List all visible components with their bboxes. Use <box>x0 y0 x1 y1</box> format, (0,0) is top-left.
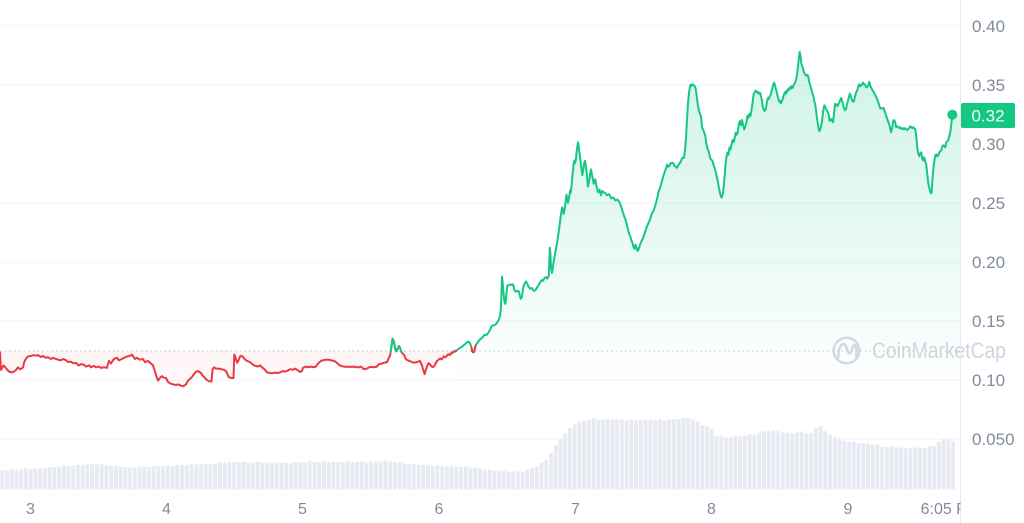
svg-text:6:05 PM: 6:05 PM <box>921 501 981 518</box>
svg-text:7: 7 <box>571 501 580 518</box>
svg-text:0.15: 0.15 <box>972 312 1005 331</box>
svg-text:4: 4 <box>162 501 171 518</box>
svg-text:8: 8 <box>707 501 716 518</box>
svg-text:6: 6 <box>435 501 444 518</box>
svg-text:5: 5 <box>298 501 307 518</box>
svg-text:9: 9 <box>844 501 853 518</box>
svg-text:0.25: 0.25 <box>972 194 1005 213</box>
svg-text:0.10: 0.10 <box>972 371 1005 390</box>
svg-text:0.050: 0.050 <box>972 430 1015 449</box>
svg-text:0.40: 0.40 <box>972 17 1005 36</box>
svg-text:0.20: 0.20 <box>972 253 1005 272</box>
svg-text:0.32: 0.32 <box>971 107 1004 126</box>
svg-text:CoinMarketCap: CoinMarketCap <box>872 338 1006 363</box>
svg-text:0.35: 0.35 <box>972 76 1005 95</box>
svg-text:0.30: 0.30 <box>972 135 1005 154</box>
svg-text:3: 3 <box>26 501 35 518</box>
